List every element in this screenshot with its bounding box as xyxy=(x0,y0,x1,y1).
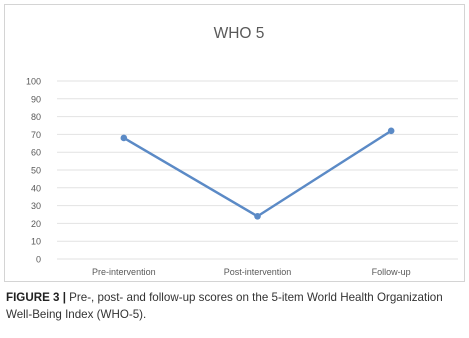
data-point xyxy=(254,212,261,220)
y-tick-label: 60 xyxy=(31,148,41,158)
gridlines xyxy=(57,80,458,260)
y-tick-label: 10 xyxy=(31,237,41,247)
chart-title: WHO 5 xyxy=(214,25,265,42)
y-tick-label: 80 xyxy=(31,112,41,122)
x-axis-ticks: Pre-intervention Post-intervention Follow-… xyxy=(92,267,411,277)
caption-text: Pre-, post- and follow-up scores on the … xyxy=(6,291,443,321)
x-tick-label: Follow-up xyxy=(372,267,411,277)
y-tick-label: 70 xyxy=(31,130,41,140)
series-line xyxy=(123,129,392,218)
y-tick-label: 0 xyxy=(36,255,41,265)
x-tick-label: Post-intervention xyxy=(224,267,292,277)
series xyxy=(120,127,395,220)
y-tick-label: 20 xyxy=(31,219,41,229)
figure-caption: FIGURE 3 | Pre-, post- and follow-up sco… xyxy=(6,289,462,323)
y-tick-label: 40 xyxy=(31,183,41,193)
y-tick-label: 100 xyxy=(26,77,41,87)
y-tick-label: 90 xyxy=(31,94,41,104)
y-axis-ticks: 0 10 20 30 40 50 60 70 80 90 100 xyxy=(26,77,41,265)
y-tick-label: 50 xyxy=(31,166,41,176)
chart-area: 0 10 20 30 40 50 60 70 80 90 100 Pre-intervention P… xyxy=(4,4,465,282)
y-tick-label: 30 xyxy=(31,201,41,211)
caption-label: FIGURE 3 | xyxy=(6,291,66,304)
data-point xyxy=(387,127,395,135)
data-point xyxy=(120,134,128,142)
x-tick-label: Pre-intervention xyxy=(92,267,156,277)
